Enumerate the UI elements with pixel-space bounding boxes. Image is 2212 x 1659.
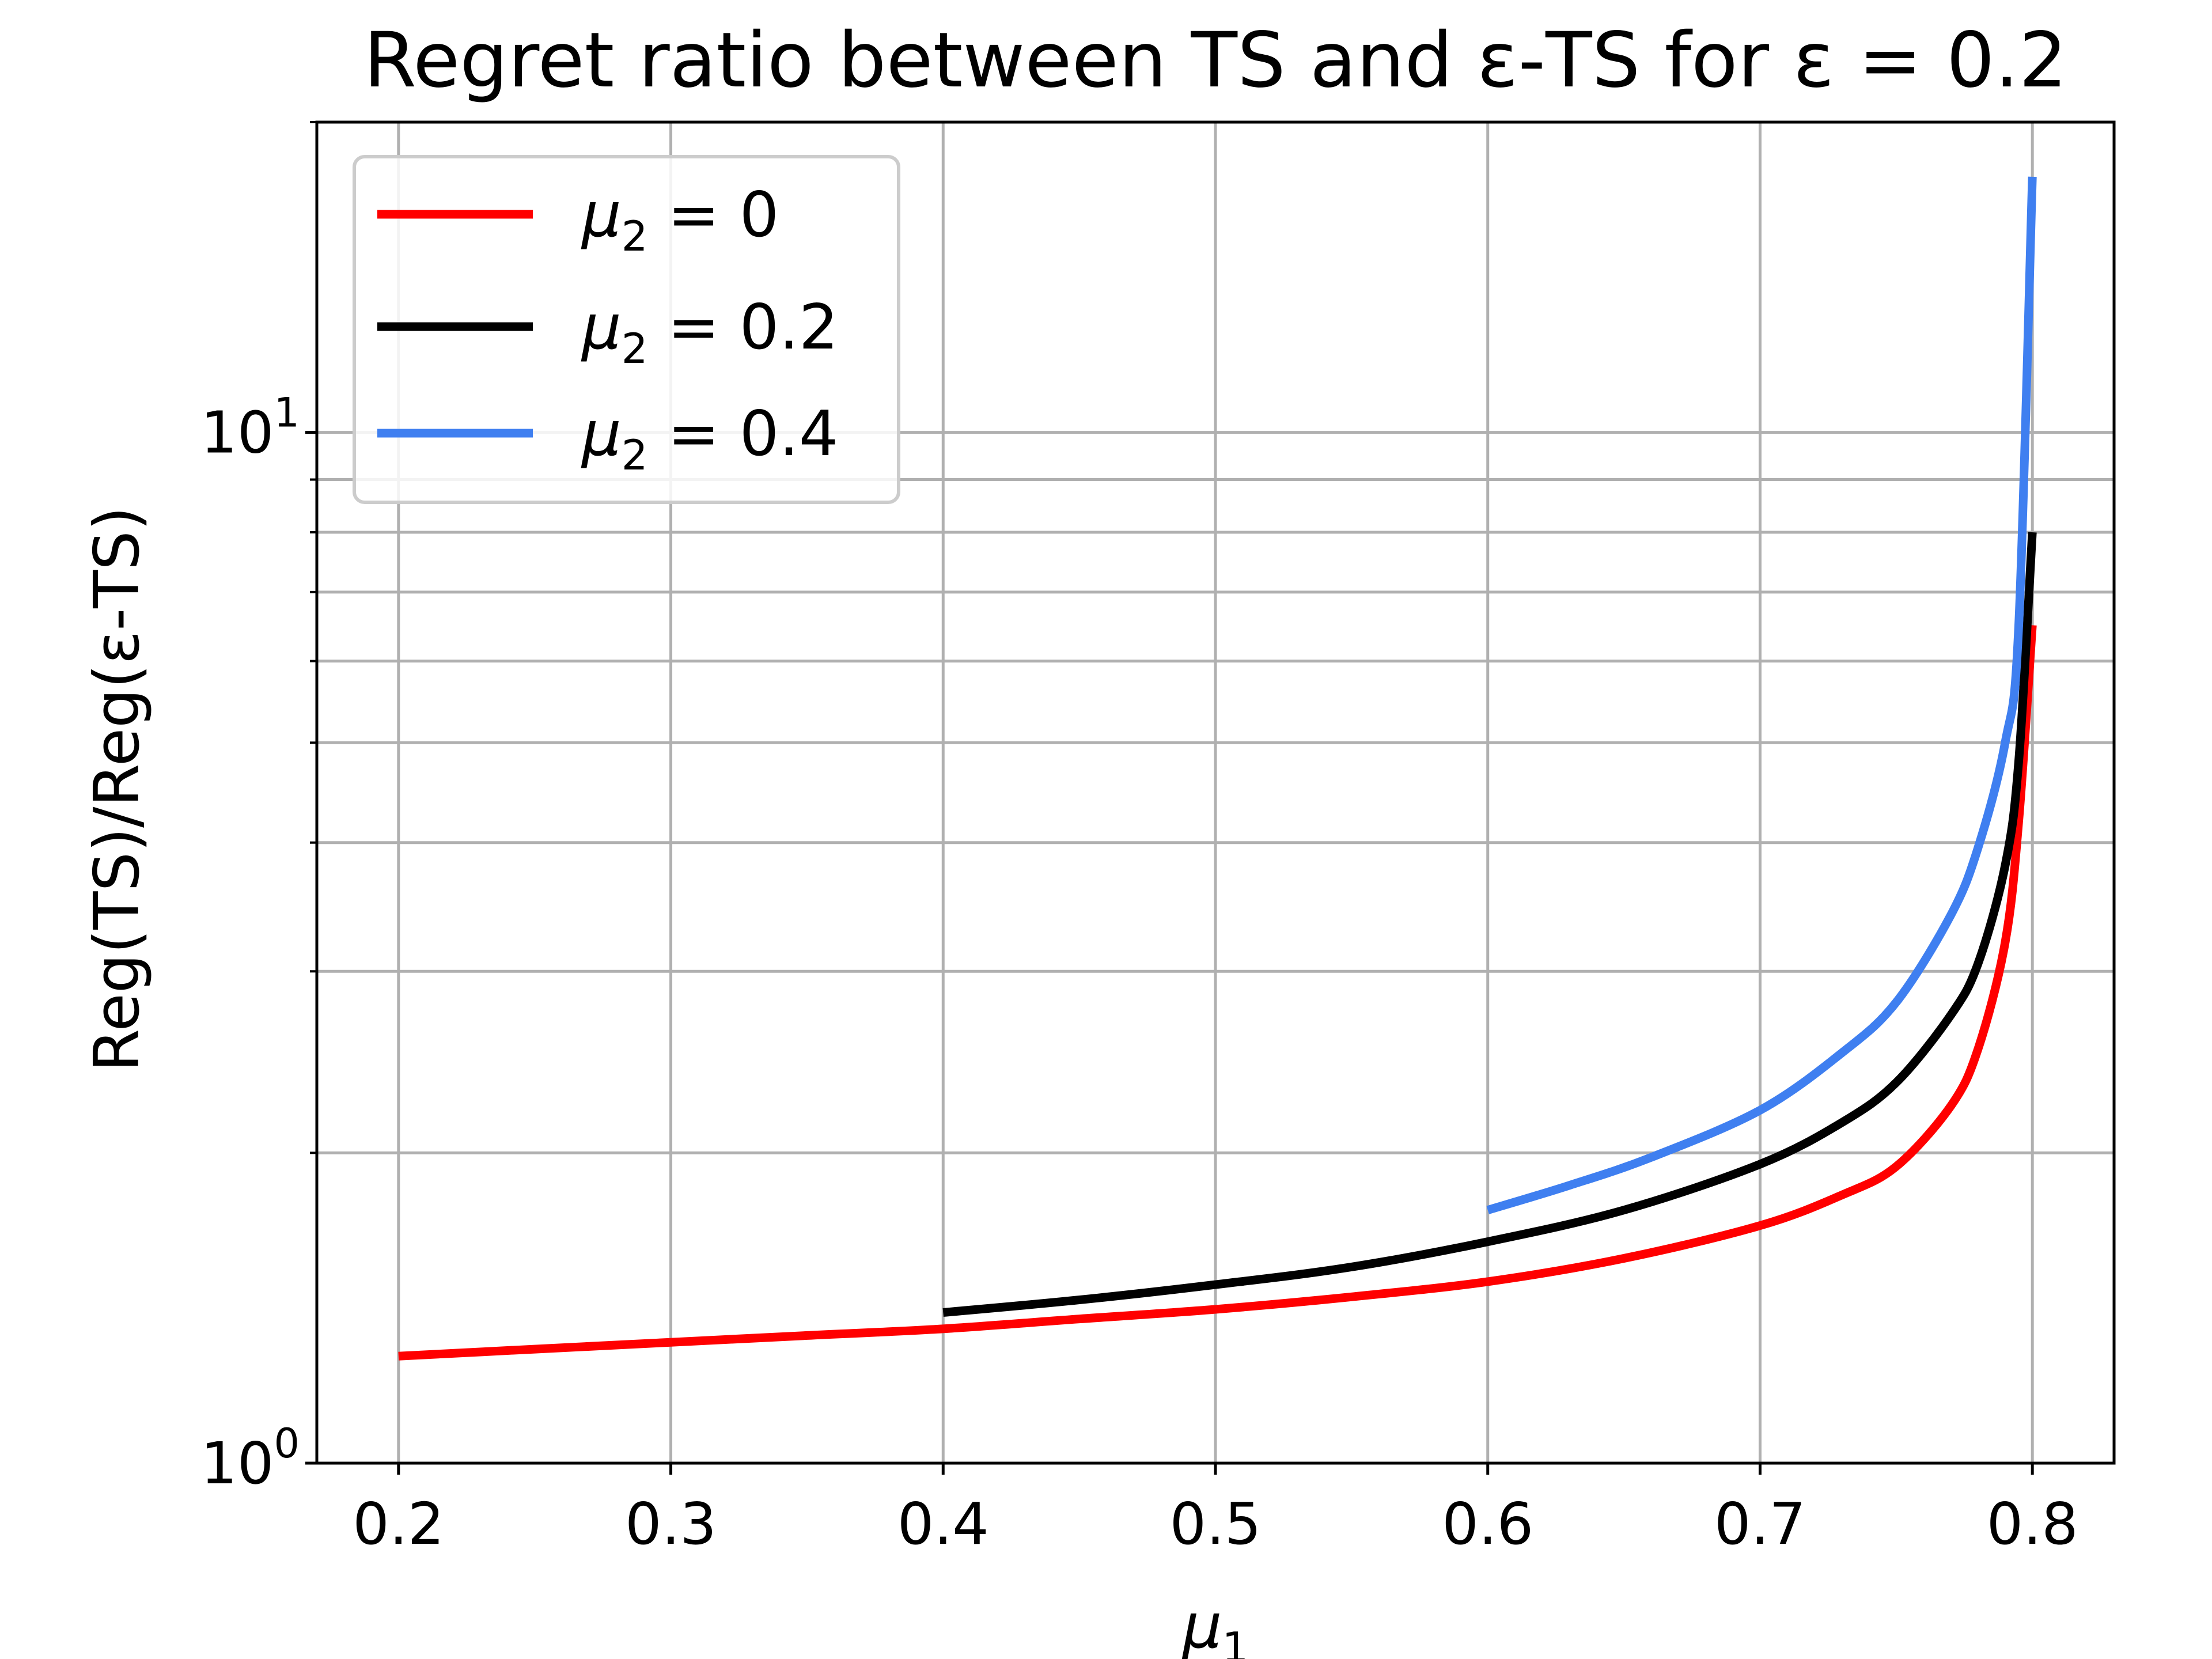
chart-title: Regret ratio between TS and ε-TS for ε =… <box>363 16 2067 105</box>
axis-ticks: 0.2 0.3 0.4 0.5 0.6 0.7 0.8 100 101 <box>200 121 2078 1558</box>
series-line-1 <box>942 532 2037 1317</box>
legend-label: μ2 = 0.4 <box>581 398 838 479</box>
x-tick-label: 0.3 <box>625 1490 717 1558</box>
x-tick-label: 0.8 <box>1987 1490 2078 1558</box>
legend-label: μ2 = 0.2 <box>581 291 838 373</box>
series-layer <box>398 176 2037 1361</box>
y-axis-label: Reg(TS)/Reg(ε-TS) <box>81 506 153 1072</box>
series-line-2 <box>1486 176 2037 1214</box>
x-tick-label: 0.6 <box>1442 1490 1533 1558</box>
x-tick-label: 0.4 <box>897 1490 989 1558</box>
x-axis-label: μ1 <box>1181 1590 1249 1659</box>
x-tick-label: 0.2 <box>353 1490 444 1558</box>
series-line-0 <box>398 624 2037 1361</box>
x-tick-label: 0.5 <box>1169 1490 1261 1558</box>
y-tick-label: 101 <box>200 389 300 467</box>
legend-label: μ2 = 0 <box>581 179 779 260</box>
legend: μ2 = 0 μ2 = 0.2 μ2 = 0.4 <box>353 155 900 504</box>
legend-box <box>353 155 900 504</box>
x-tick-label: 0.7 <box>1714 1490 1806 1558</box>
y-tick-label: 100 <box>200 1420 300 1497</box>
